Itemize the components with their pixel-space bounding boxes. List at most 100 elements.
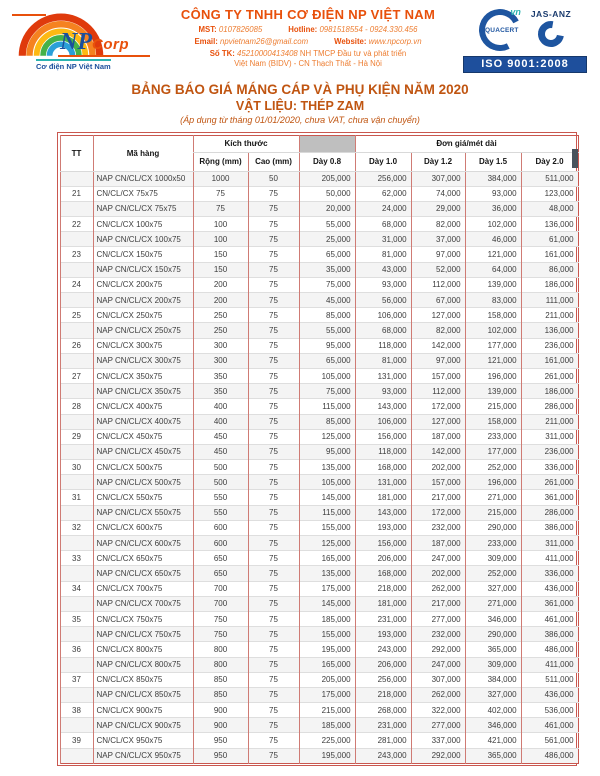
cell-day-15: 215,000 [464,504,522,521]
cell-day-08: 85,000 [298,413,356,430]
cell-day-15: 158,000 [464,413,522,430]
jasanz-redline [12,14,46,16]
cell-day-10: 281,000 [354,732,412,749]
table-row: 33 CN/CL/CX 650x75 650 75 165,000 206,00… [59,550,579,566]
cell-tt: 27 [59,367,93,384]
cell-day-12: 262,000 [410,686,466,703]
cell-rong: 350 [192,383,248,399]
cell-day-20: 311,000 [520,428,579,445]
cell-cao: 75 [247,307,300,323]
cell-day-15: 271,000 [464,489,522,506]
price-table: TT Mã hàng Kích thước Đơn giá/mét dài Rộ… [59,134,579,764]
cell-day-15: 196,000 [464,474,522,490]
npcorp-logo: NPCorp Cơ điện NP Việt Nam [8,3,160,75]
logo-corp-text: Corp [92,36,129,53]
logo-np-text: NP [60,29,92,55]
cell-tt [59,322,93,339]
cell-day-10: 131,000 [354,367,412,384]
cell-day-08: 75,000 [298,383,356,399]
cell-rong: 200 [192,276,248,293]
cell-rong: 300 [192,337,248,354]
cell-day-15: 139,000 [464,383,522,399]
cell-day-15: 64,000 [464,261,522,278]
cell-cao: 75 [247,185,300,202]
table-row: NAP CN/CL/CX 1000x50 1000 50 205,000 256… [59,170,579,187]
cell-day-12: 172,000 [410,504,466,521]
email-label: Email: [194,37,218,46]
cell-day-12: 292,000 [410,747,466,764]
cell-day-12: 157,000 [410,367,466,384]
table-row: NAP CN/CL/CX 250x75 250 75 55,000 68,000… [59,322,579,339]
table-row: NAP CN/CL/CX 850x75 850 75 175,000 218,0… [59,686,579,703]
table-row: NAP CN/CL/CX 350x75 350 75 75,000 93,000… [59,383,579,399]
cell-ma-hang: NAP CN/CL/CX 200x75 [92,291,193,308]
cell-day-15: 327,000 [464,580,522,597]
cell-day-10: 31,000 [354,231,412,247]
cell-cao: 75 [247,717,300,733]
cell-day-15: 290,000 [464,519,522,536]
table-row: NAP CN/CL/CX 300x75 300 75 65,000 81,000… [59,352,579,369]
cell-ma-hang: CN/CL/CX 300x75 [92,337,193,354]
cell-ma-hang: CN/CL/CX 400x75 [92,398,193,414]
cell-rong: 900 [192,717,248,733]
hotline-field: Hotline: 0981518554 - 0924.330.456 [288,25,417,34]
cell-day-10: 81,000 [354,352,412,369]
cell-day-10: 143,000 [354,398,412,414]
table-row: NAP CN/CL/CX 700x75 700 75 145,000 181,0… [59,595,579,612]
cell-rong: 250 [192,307,248,323]
cell-day-12: 337,000 [410,732,466,749]
cell-day-12: 82,000 [410,216,466,232]
cell-day-12: 277,000 [410,717,466,733]
cell-ma-hang: CN/CL/CX 100x75 [92,216,193,232]
cell-day-15: 36,000 [464,200,522,217]
cell-day-08: 55,000 [298,216,356,232]
company-info-block: CÔNG TY TNHH CƠ ĐIỆN NP VIỆT NAM MST: 01… [160,3,456,69]
cell-rong: 100 [192,231,248,247]
cell-day-08: 155,000 [298,519,356,536]
cell-rong: 600 [192,534,248,551]
cell-tt [59,413,93,430]
cell-day-10: 193,000 [354,626,412,642]
cell-day-10: 243,000 [354,747,412,764]
cell-day-10: 218,000 [354,580,412,597]
cell-ma-hang: NAP CN/CL/CX 1000x50 [92,170,193,187]
cell-day-10: 106,000 [354,307,412,323]
cell-tt: 28 [59,398,93,414]
cell-tt [59,565,93,582]
cell-tt [59,474,93,490]
cell-tt: 24 [59,276,93,293]
cell-day-12: 277,000 [410,610,466,627]
col-header-tt: TT [59,135,93,172]
cell-day-08: 185,000 [298,717,356,733]
table-row: NAP CN/CL/CX 600x75 600 75 125,000 156,0… [59,534,579,551]
cell-day-12: 29,000 [410,200,466,217]
cell-cao: 75 [247,398,300,414]
cell-rong: 750 [192,626,248,642]
cell-day-08: 135,000 [298,565,356,582]
cell-ma-hang: NAP CN/CL/CX 250x75 [92,322,193,339]
cell-day-08: 115,000 [298,504,356,521]
col-group-kich-thuoc: Kích thước [192,135,300,153]
cell-day-10: 68,000 [354,322,412,339]
cell-cao: 75 [247,702,300,718]
cell-day-10: 181,000 [354,489,412,506]
quacert-icon: vn QUACERT [473,3,527,57]
cell-cao: 75 [247,337,300,354]
cell-day-15: 346,000 [464,717,522,733]
cell-day-15: 121,000 [464,246,522,263]
cell-ma-hang: NAP CN/CL/CX 650x75 [92,565,193,582]
mst-label: MST: [198,25,217,34]
cell-day-12: 187,000 [410,534,466,551]
cell-day-08: 95,000 [298,337,356,354]
cell-rong: 150 [192,261,248,278]
cell-day-20: 436,000 [520,580,579,597]
cell-day-15: 384,000 [464,671,522,688]
cell-day-12: 127,000 [410,307,466,323]
cell-tt [59,504,93,521]
cell-tt [59,231,93,247]
cell-day-15: 346,000 [464,610,522,627]
cell-day-08: 25,000 [298,231,356,247]
jasanz-mark [532,15,570,53]
cell-day-08: 35,000 [298,261,356,278]
table-row: NAP CN/CL/CX 650x75 650 75 135,000 168,0… [59,565,579,582]
